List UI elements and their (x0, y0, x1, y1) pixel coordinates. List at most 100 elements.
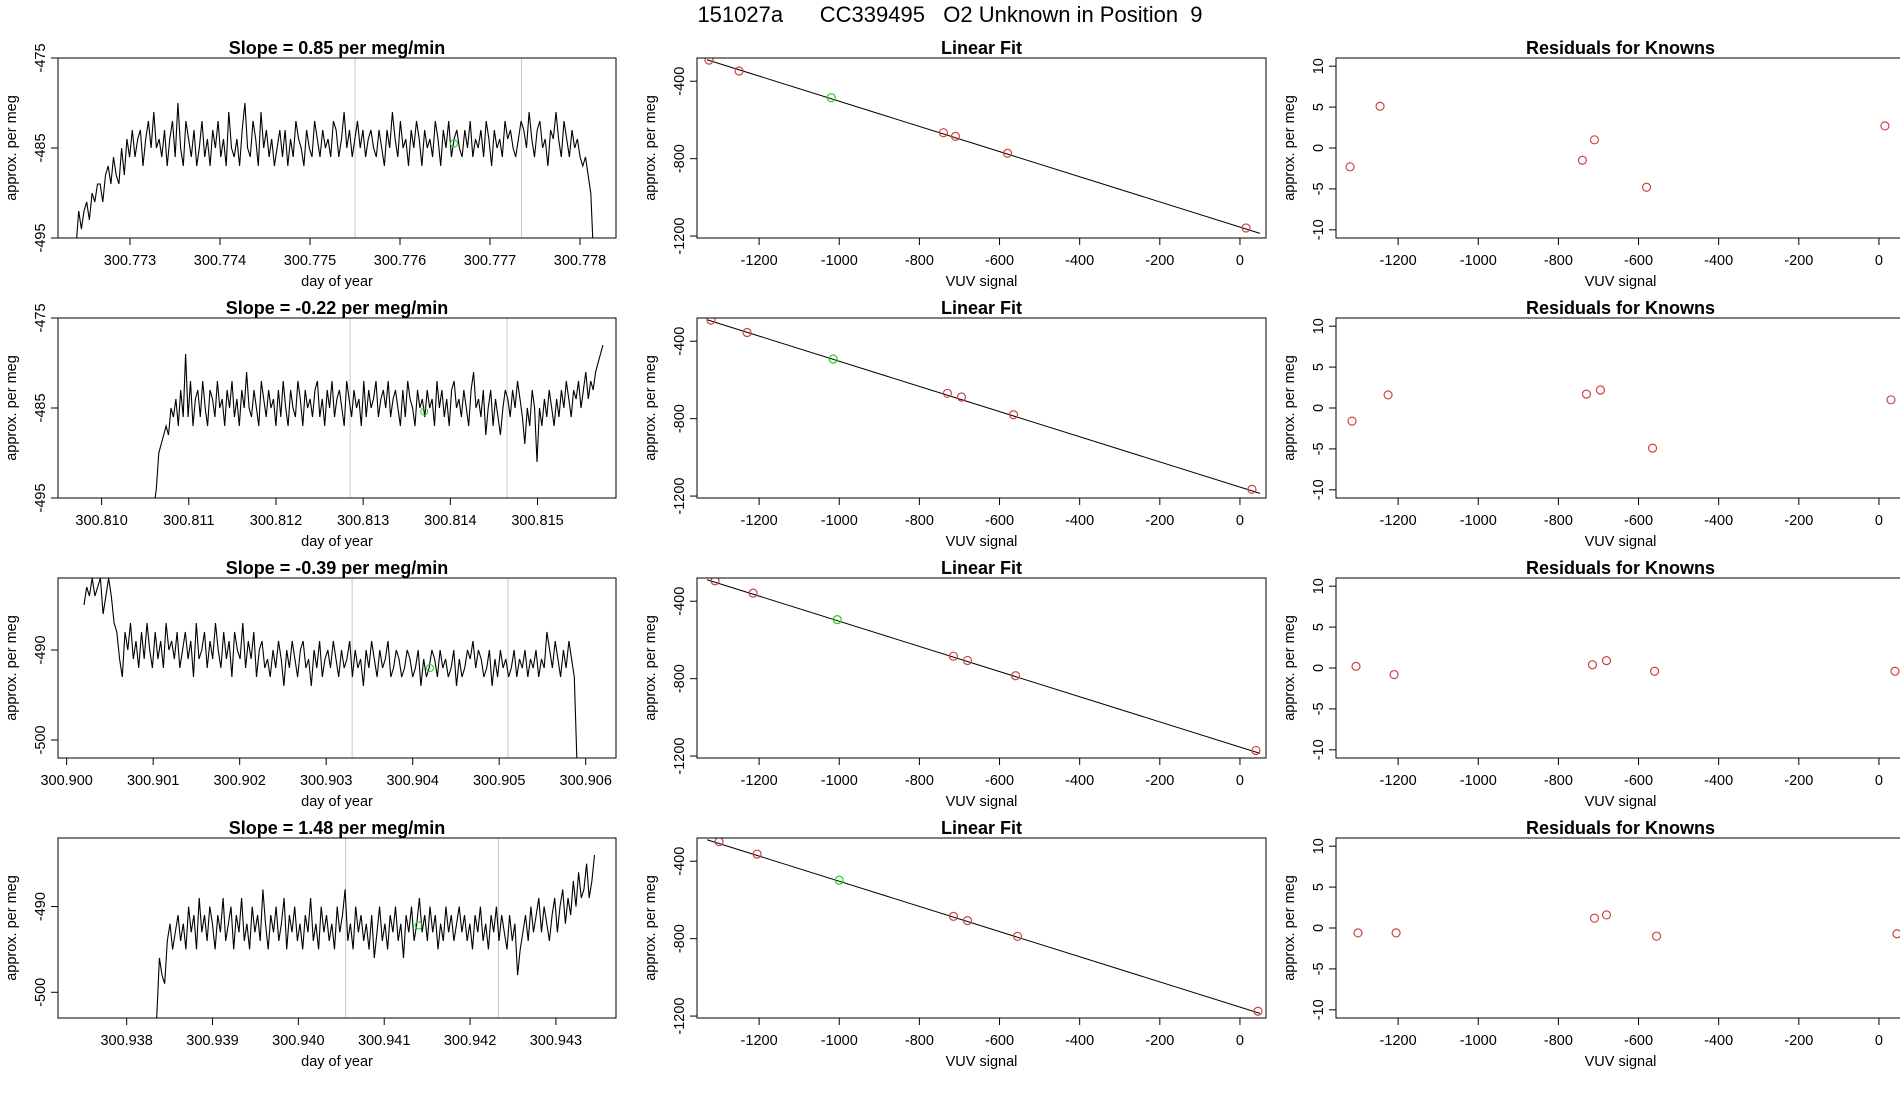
known-point (1389, 669, 1399, 680)
y-tick-label: -475 (33, 43, 49, 72)
fit-line (706, 839, 1261, 1014)
x-tick-label: 300.776 (374, 253, 426, 269)
plot-frame (57, 577, 617, 759)
x-tick-label: -1000 (1460, 513, 1497, 529)
x-tick-label: -200 (1145, 513, 1174, 529)
known-point (1890, 666, 1900, 676)
known-point (1595, 385, 1606, 395)
plot-frame (696, 317, 1267, 499)
x-tick-label: -600 (985, 773, 1014, 789)
known-point (1253, 1006, 1263, 1016)
x-tick-label: -1000 (821, 253, 858, 269)
x-tick-label: -200 (1784, 513, 1813, 529)
y-tick-label: -10 (1311, 739, 1327, 760)
unknown-marker-point (426, 664, 434, 672)
known-point (748, 588, 758, 598)
y-tick-label: -475 (33, 303, 49, 332)
x-tick-label: -800 (905, 253, 934, 269)
plot-area (706, 578, 1261, 756)
known-point (1589, 135, 1600, 145)
plot-area (704, 58, 1261, 234)
known-point (1892, 929, 1900, 939)
y-tick-label: -800 (672, 144, 688, 173)
plot-frame (57, 317, 617, 499)
chart-panel-r3-fit: Linear Fit VUV signal approx. per meg -1200… (643, 558, 1267, 810)
x-tick-label: 300.905 (473, 773, 525, 789)
known-point (752, 849, 762, 859)
y-tick-label: -490 (33, 892, 49, 921)
chart-title: Residuals for Knowns (1526, 38, 1715, 58)
y-axis-label: approx. per meg (1282, 355, 1298, 461)
y-axis-label: approx. per meg (643, 615, 659, 721)
x-tick-label: -400 (1065, 1033, 1094, 1049)
y-tick-label: -5 (1311, 182, 1327, 195)
y-tick-label: -800 (672, 404, 688, 433)
x-tick-label: -800 (905, 1033, 934, 1049)
known-point (706, 318, 716, 325)
x-tick-label: -600 (1624, 773, 1653, 789)
x-tick-label: 300.939 (186, 1033, 238, 1049)
fit-line (706, 59, 1261, 234)
x-tick-label: -400 (1704, 513, 1733, 529)
x-tick-label: 300.943 (530, 1033, 582, 1049)
data-series-line (76, 102, 594, 238)
y-tick-label: 5 (1311, 103, 1327, 111)
y-tick-label: -800 (672, 924, 688, 953)
plot-area (706, 318, 1261, 494)
plot-frame (57, 837, 617, 1019)
chart-panel-r4-fit: Linear Fit VUV signal approx. per meg -1200… (643, 818, 1267, 1070)
known-point (1651, 931, 1662, 941)
y-axis-label: approx. per meg (643, 95, 659, 201)
y-tick-label: -500 (33, 978, 49, 1007)
x-axis-label: VUV signal (946, 1054, 1018, 1070)
y-tick-label: -5 (1311, 442, 1327, 455)
chart-panel-r2-resid: Residuals for Knowns VUV signal approx. pe… (1282, 298, 1900, 550)
x-tick-label: 300.777 (464, 253, 516, 269)
x-tick-label: -200 (1145, 773, 1174, 789)
known-point (1589, 913, 1600, 923)
known-point (1577, 155, 1588, 165)
x-tick-label: -1000 (821, 1033, 858, 1049)
x-axis-label: VUV signal (946, 534, 1018, 550)
plot-area (156, 838, 596, 1018)
x-tick-label: -200 (1145, 1033, 1174, 1049)
y-tick-label: 0 (1311, 664, 1327, 672)
x-tick-label: -800 (1544, 773, 1573, 789)
x-tick-label: -1200 (1380, 253, 1417, 269)
chart-panel-r2-fit: Linear Fit VUV signal approx. per meg -1200… (643, 298, 1267, 550)
y-tick-label: 10 (1311, 838, 1327, 854)
known-point (1012, 931, 1023, 941)
x-tick-label: -1000 (1460, 773, 1497, 789)
x-tick-label: -200 (1145, 253, 1174, 269)
known-point (948, 911, 959, 921)
x-tick-label: -400 (1065, 253, 1094, 269)
known-point (1647, 443, 1658, 453)
x-tick-label: 300.813 (337, 513, 389, 529)
y-tick-label: 5 (1311, 883, 1327, 891)
x-tick-label: -800 (1544, 253, 1573, 269)
y-tick-label: -5 (1311, 702, 1327, 715)
x-tick-label: -1200 (741, 513, 778, 529)
plot-area (76, 58, 594, 238)
chart-panel-r3-time: Slope = -0.39 per meg/min day of year appr… (4, 558, 617, 810)
x-axis-label: day of year (301, 794, 373, 810)
known-point (956, 392, 967, 402)
y-tick-label: 0 (1311, 404, 1327, 412)
x-tick-label: -600 (1624, 1033, 1653, 1049)
plot-area (83, 578, 578, 758)
x-axis-label: VUV signal (946, 794, 1018, 810)
chart-title: Residuals for Knowns (1526, 298, 1715, 318)
known-point (710, 578, 720, 586)
known-point (1008, 410, 1019, 420)
known-point (948, 651, 959, 661)
y-tick-label: -495 (33, 223, 49, 252)
x-tick-label: 300.904 (386, 773, 438, 789)
plot-area (1351, 656, 1900, 680)
x-tick-label: 300.938 (100, 1033, 152, 1049)
x-axis-label: day of year (301, 274, 373, 290)
known-point (1010, 671, 1021, 681)
known-point (734, 66, 744, 76)
x-tick-label: 0 (1875, 773, 1883, 789)
known-point (1375, 101, 1385, 111)
known-point (1247, 484, 1257, 494)
